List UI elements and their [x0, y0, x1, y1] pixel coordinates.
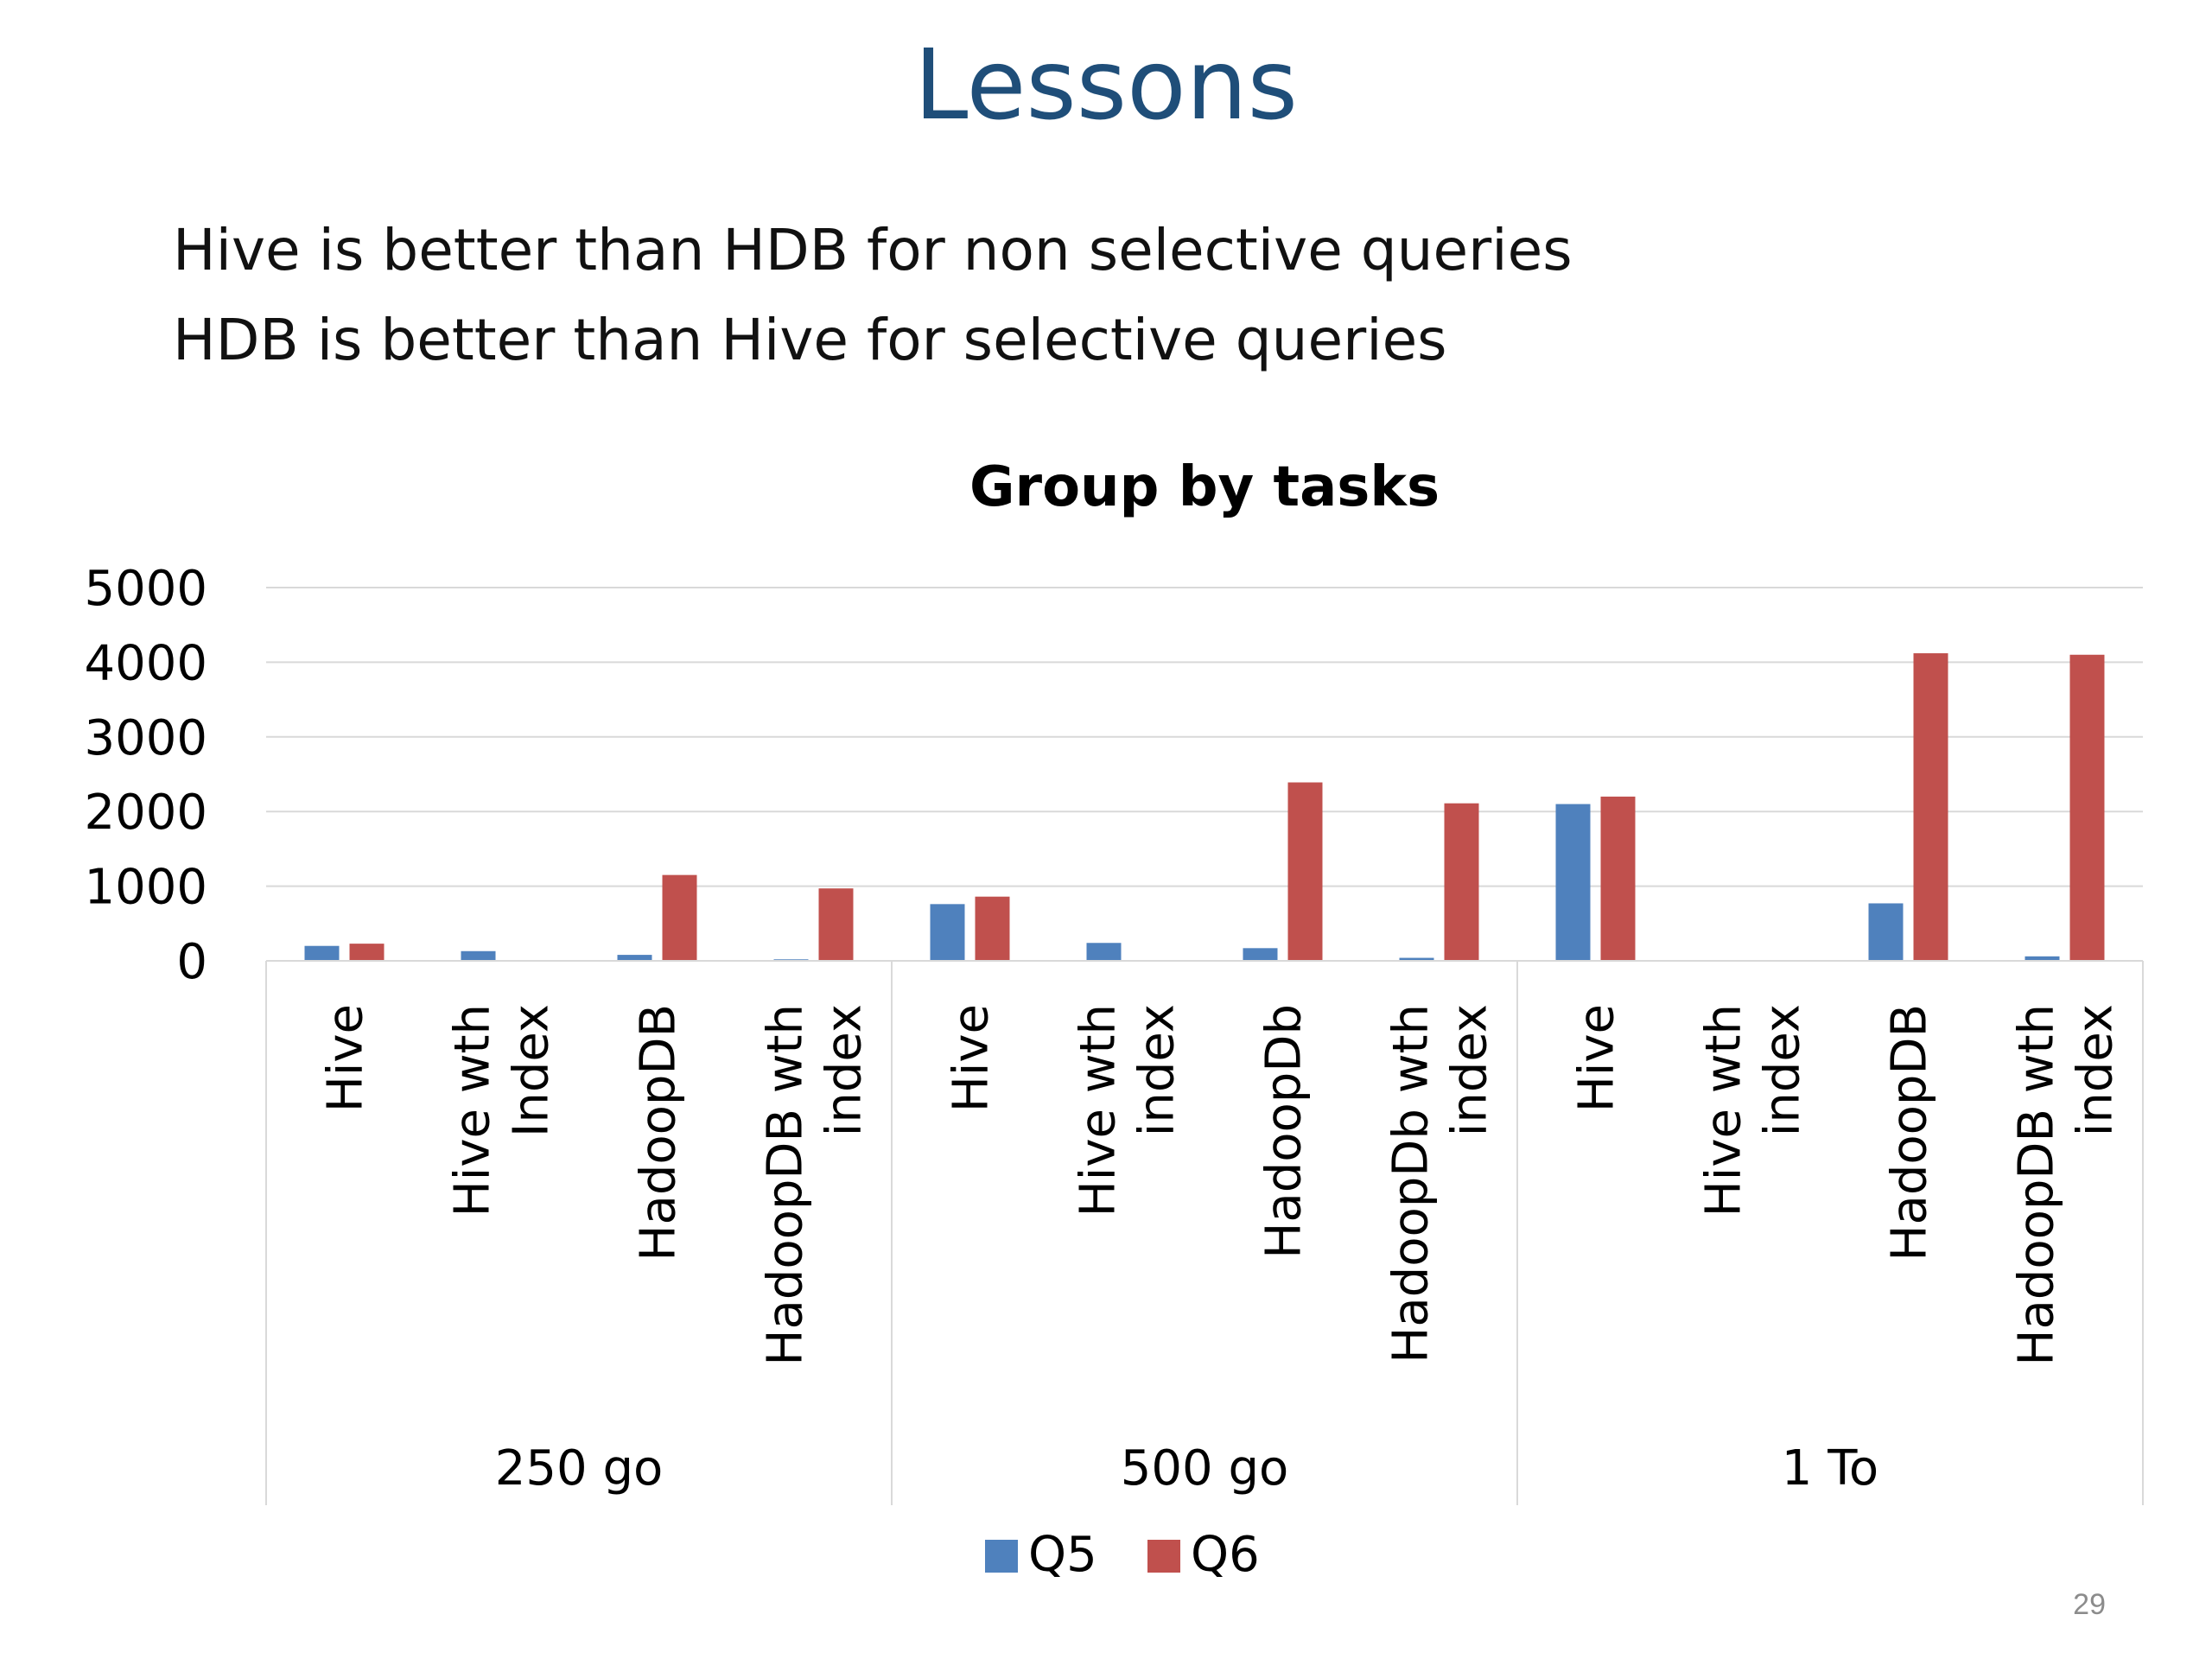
bullet-item: Hive is better than HDB for non selectiv…	[173, 217, 1573, 283]
y-tick-label: 0	[176, 934, 207, 990]
page-number: 29	[2073, 1588, 2106, 1621]
bar-q6	[1287, 782, 1323, 961]
y-tick-label: 1000	[84, 860, 207, 916]
bar-q6	[662, 874, 697, 961]
x-category-label: HadoopDb	[1256, 1004, 1313, 1259]
y-tick-label: 5000	[84, 561, 207, 617]
bar-q5	[1555, 804, 1591, 961]
legend-label-q5: Q5	[1028, 1527, 1097, 1583]
group-label: 500 go	[1121, 1440, 1289, 1497]
y-tick-label: 3000	[84, 710, 207, 766]
x-category-label: Hive	[318, 1004, 374, 1112]
chart-title: Group by tasks	[969, 455, 1440, 519]
x-category-label: HadoopDB wthindex	[758, 1004, 873, 1366]
x-category-label: Hive wthIndex	[445, 1004, 560, 1217]
group-label: 1 To	[1782, 1440, 1878, 1497]
bar-q5	[1399, 957, 1434, 961]
bar-q5	[930, 904, 965, 961]
group-label: 250 go	[495, 1440, 664, 1497]
slide-title: Lessons	[914, 29, 1298, 142]
bar-q6	[2069, 654, 2105, 961]
bar-q5	[2024, 956, 2060, 961]
bar-q6	[1444, 803, 1479, 961]
bar-q5	[1086, 943, 1122, 961]
bar-q5	[461, 950, 496, 961]
x-category-label: Hive wthindex	[1071, 1004, 1185, 1217]
bar-q6	[1600, 796, 1636, 961]
x-category-label: HadoopDB	[1882, 1004, 1938, 1262]
bar-q6	[349, 944, 385, 961]
bar-q5	[1243, 948, 1278, 961]
bar-q6	[975, 896, 1010, 961]
x-category-label: Hive	[1569, 1004, 1625, 1112]
bullet-item: HDB is better than Hive for selective qu…	[173, 307, 1447, 373]
bar-q5	[304, 945, 340, 961]
x-category-label: Hive wthindex	[1696, 1004, 1811, 1217]
bar-q6	[818, 888, 854, 961]
legend-swatch-q6	[1147, 1540, 1180, 1573]
x-category-label: HadoopDB wthindex	[2009, 1004, 2124, 1366]
y-tick-label: 2000	[84, 785, 207, 841]
bar-q6	[1913, 653, 1948, 961]
x-category-label: HadoopDB	[631, 1004, 687, 1262]
bullet-list: Hive is better than HDB for non selectiv…	[173, 206, 1573, 385]
x-category-label: Hive	[944, 1004, 1000, 1112]
bar-q5	[617, 955, 652, 961]
bar-q5	[1868, 903, 1904, 961]
legend-swatch-q5	[985, 1540, 1018, 1573]
y-tick-label: 4000	[84, 635, 207, 691]
x-category-label: HadoopDb wthindex	[1383, 1004, 1498, 1363]
legend-label-q6: Q6	[1191, 1527, 1260, 1583]
